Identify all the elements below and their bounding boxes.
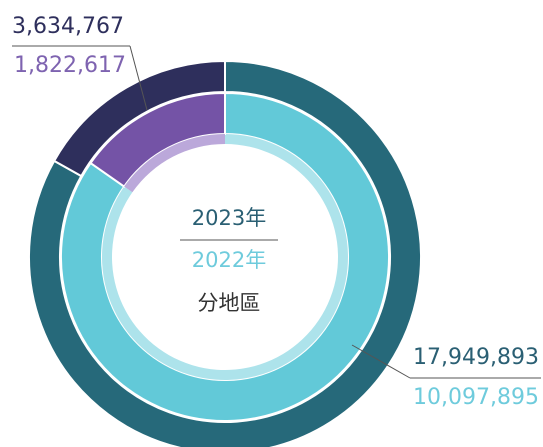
rings xyxy=(28,59,422,447)
center-series-2: 2022年 xyxy=(192,248,266,272)
value-label: 10,097,895 xyxy=(413,385,539,410)
value-label: 1,822,617 xyxy=(14,53,126,78)
value-label: 3,634,767 xyxy=(12,14,124,39)
center-series-1: 2023年 xyxy=(192,206,266,230)
value-label: 17,949,893 xyxy=(413,345,539,370)
leader-line xyxy=(129,45,148,111)
center-label: 分地區 xyxy=(198,291,261,315)
leader-line xyxy=(351,344,411,379)
donut-segment-inner-band xyxy=(124,134,225,193)
